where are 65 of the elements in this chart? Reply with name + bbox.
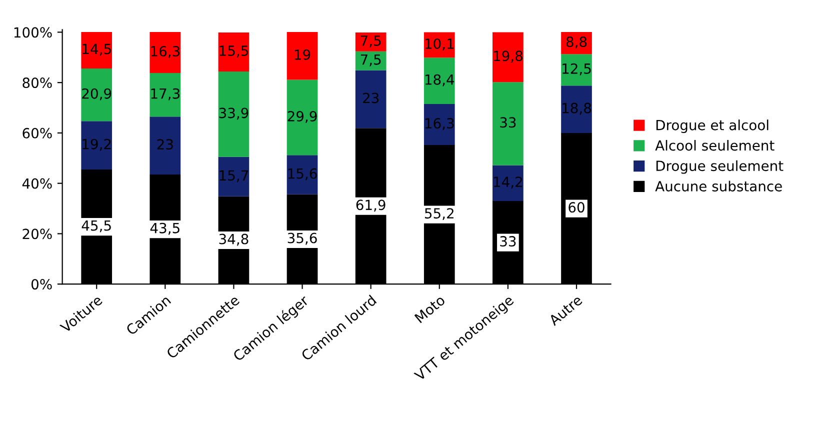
data-label: 19,2 [82,138,111,151]
bar [355,32,386,52]
bar [492,82,524,166]
data-label: 55,2 [425,208,454,220]
bar [286,80,318,156]
data-label: 15,6 [288,168,317,180]
y-tick-label: 60% [22,128,52,138]
data-label: 15,7 [220,170,248,182]
bar [424,32,455,58]
y-tick-label: 80% [22,78,52,88]
bar [355,70,386,128]
bar [218,71,250,157]
bar [218,156,250,196]
bar [561,86,592,133]
data-label: 14,2 [494,176,522,189]
data-label: 8,8 [566,36,587,48]
data-label: 18,4 [425,74,454,86]
data-label: 23 [363,92,379,104]
data-label: 16,3 [425,118,454,130]
data-label: 7,5 [360,54,381,66]
bar [286,155,318,194]
bar [218,32,250,72]
data-label: 43,5 [150,222,180,235]
data-label: 33 [500,236,516,247]
data-label: 7,5 [360,36,381,48]
data-label: 33 [500,117,516,128]
bar [355,51,386,70]
data-label: 20,9 [82,88,112,100]
data-label: 19,8 [494,50,522,63]
data-label: 35,6 [288,232,317,245]
data-label: 34,8 [219,234,248,246]
bar [81,68,112,122]
y-tick-label: 20% [22,228,52,240]
bar [150,32,181,74]
data-label: 61,9 [356,200,386,212]
bar [424,104,455,146]
data-label: 29,9 [288,110,317,123]
bar [492,32,524,82]
data-label: 23 [157,139,173,150]
bar [424,58,455,104]
y-tick-label: 40% [22,178,52,189]
legend-label: Drogue seulement [656,160,784,174]
bar [561,54,592,86]
data-label: 18,8 [562,102,592,115]
legend-label: Aucune substance [655,180,782,192]
bar [81,121,112,170]
data-label: 60 [568,202,584,213]
data-label: 14,5 [82,44,111,56]
bar [150,73,181,117]
data-label: 15,5 [220,46,248,58]
data-label: 45,5 [82,220,111,232]
data-label: 33,9 [219,108,248,120]
data-label: 19 [294,49,310,60]
data-label: 17,3 [151,88,180,100]
bar [150,116,181,175]
data-label: 10,1 [425,38,454,50]
y-tick-label: 0% [31,279,52,290]
legend-label: Drogue et alcool [656,120,768,134]
legend-label: Alcool seulement [655,140,774,151]
bar [81,32,112,68]
data-label: 12,5 [562,63,591,76]
y-tick-label: 100% [14,27,52,38]
bar [492,165,524,201]
bar [286,32,318,80]
data-label: 16,3 [151,46,180,58]
